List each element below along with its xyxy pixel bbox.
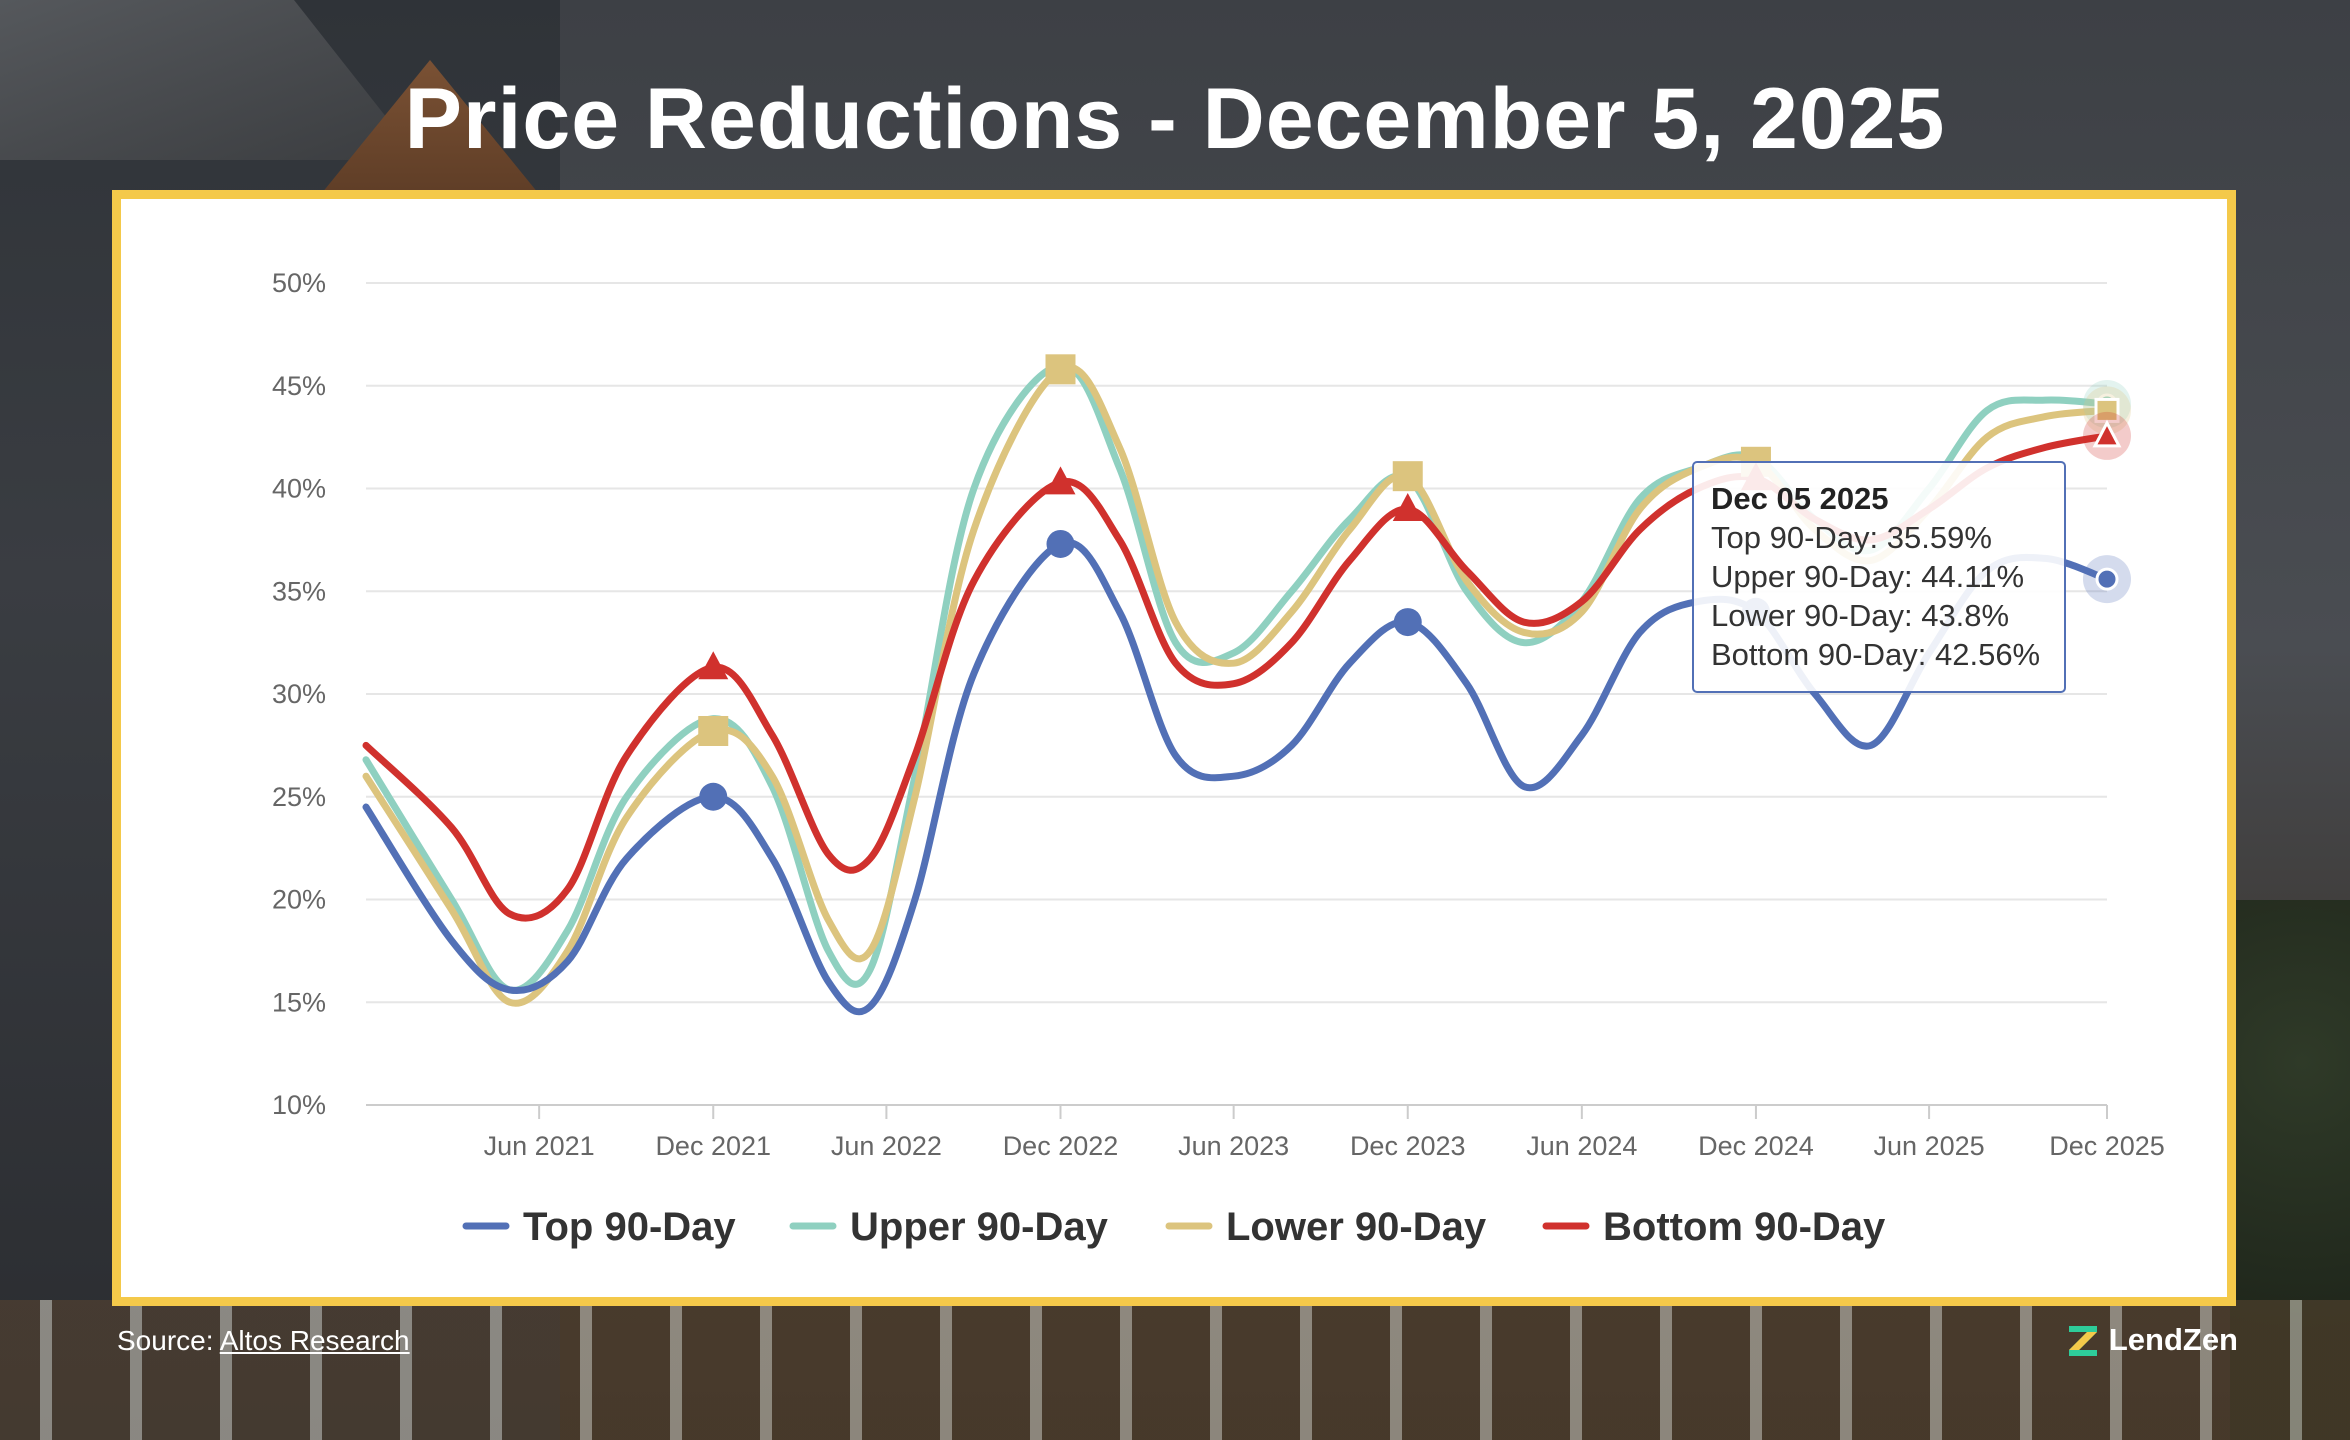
tooltip-date: Dec 05 2025 [1711, 481, 1889, 516]
y-tick-label: 10% [272, 1090, 326, 1120]
brand-name: LendZen [2108, 1322, 2238, 1357]
legend-item[interactable]: Upper 90-Day [789, 1205, 1109, 1249]
legend-item[interactable]: Lower 90-Day [1165, 1205, 1487, 1249]
data-point [1393, 608, 1422, 637]
tooltip-line: Bottom 90-Day: 42.56% [1711, 637, 2040, 672]
chart-panel: 10% 15% 20% 25% 30% 35% 40% 45% 50% Jun 2021 Dec 2… [112, 190, 2236, 1306]
data-point [698, 651, 729, 680]
hover-point [2092, 419, 2122, 448]
x-tick-label: Dec 2022 [1003, 1131, 1119, 1161]
tooltip-line: Upper 90-Day: 44.11% [1711, 559, 2024, 594]
x-tick-label: Dec 2023 [1350, 1131, 1466, 1161]
hover-point [2095, 567, 2119, 591]
data-point [1392, 461, 1423, 492]
x-tick-label: Dec 2021 [655, 1131, 771, 1161]
x-tick-label: Dec 2024 [1698, 1131, 1814, 1161]
x-tick-label: Jun 2024 [1526, 1131, 1637, 1161]
x-tick-label: Jun 2025 [1874, 1131, 1985, 1161]
tooltip: Dec 05 2025 Top 90-Day: 35.59% Upper 90-Da… [1692, 461, 2066, 693]
brand-logo: LendZen [2065, 1322, 2238, 1358]
page-title: Price Reductions - December 5, 2025 [404, 71, 1946, 167]
tooltip-box [1692, 461, 2066, 693]
x-tick-label: Jun 2021 [484, 1131, 595, 1161]
price-reductions-chart[interactable]: 10% 15% 20% 25% 30% 35% 40% 45% 50% Jun 2021 Dec 2… [121, 199, 2227, 1297]
tooltip-line: Top 90-Day: 35.59% [1711, 520, 1992, 555]
data-point [1045, 466, 1076, 495]
lendzen-logo-icon [2068, 1326, 2097, 1356]
y-tick-label: 50% [272, 268, 326, 298]
y-tick-label: 35% [272, 576, 326, 606]
x-tick-label: Jun 2023 [1178, 1131, 1289, 1161]
tooltip-line: Lower 90-Day: 43.8% [1711, 598, 2009, 633]
data-point [1046, 529, 1075, 558]
y-tick-label: 45% [272, 371, 326, 401]
legend-label: Bottom 90-Day [1603, 1205, 1886, 1249]
background-fence [0, 1300, 2350, 1440]
y-tick-label: 25% [272, 782, 326, 812]
y-tick-label: 20% [272, 885, 326, 915]
data-point [1392, 493, 1423, 522]
legend-item[interactable]: Top 90-Day [462, 1205, 736, 1249]
y-tick-label: 15% [272, 987, 326, 1017]
y-tick-label: 30% [272, 679, 326, 709]
data-point [1045, 354, 1076, 385]
x-tick-label: Jun 2022 [831, 1131, 942, 1161]
legend-item[interactable]: Bottom 90-Day [1542, 1205, 1886, 1249]
y-tick-label: 40% [272, 474, 326, 504]
data-point [699, 782, 728, 811]
source-link[interactable]: Altos Research [219, 1325, 410, 1356]
legend-label: Lower 90-Day [1226, 1205, 1487, 1249]
legend-label: Top 90-Day [523, 1205, 736, 1249]
source-prefix: Source: [117, 1325, 214, 1356]
data-point [698, 715, 729, 746]
x-tick-label: Dec 2025 [2049, 1131, 2165, 1161]
source-credit: Source: Altos Research [117, 1325, 410, 1357]
legend-label: Upper 90-Day [850, 1205, 1109, 1249]
